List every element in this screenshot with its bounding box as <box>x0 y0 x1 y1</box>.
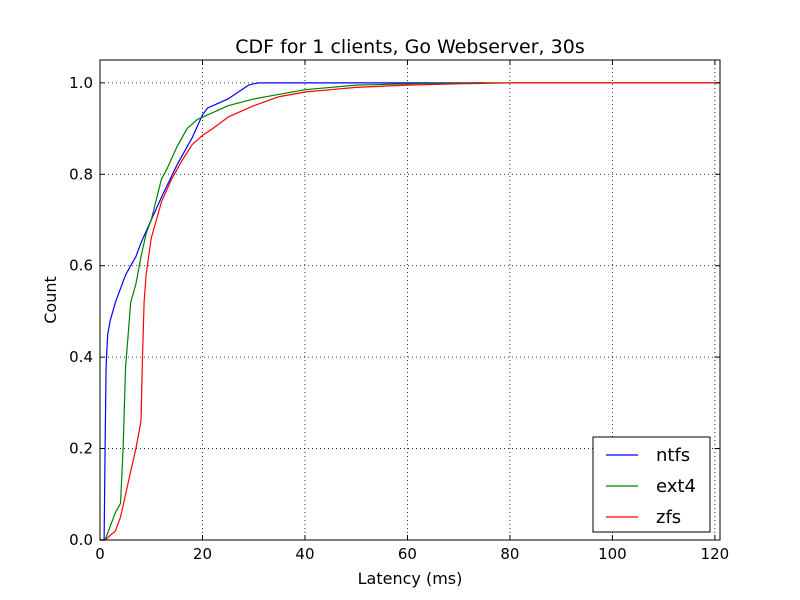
series-line-ntfs <box>100 82 485 541</box>
x-axis-label: Latency (ms) <box>358 569 463 588</box>
x-tick-label-3: 60 <box>398 545 417 563</box>
y-tick-label-3: 0.6 <box>69 257 93 275</box>
x-tick-label-2: 40 <box>295 545 314 563</box>
series-line-ext4 <box>100 82 720 541</box>
y-tick-label-5: 1.0 <box>69 74 93 92</box>
x-tick-label-6: 120 <box>701 545 730 563</box>
series-line-zfs <box>100 82 720 541</box>
legend-label-ext4: ext4 <box>656 476 696 497</box>
legend-label-ntfs: ntfs <box>656 445 690 466</box>
axis-ticks: 0 20 40 60 80 100 120 0.0 0.2 0.4 0.6 0.8 1.0 <box>69 60 729 563</box>
y-tick-label-2: 0.4 <box>69 348 93 366</box>
x-tick-label-0: 0 <box>95 545 105 563</box>
chart-title: CDF for 1 clients, Go Webserver, 30s <box>235 36 584 58</box>
y-tick-label-0: 0.0 <box>69 531 93 549</box>
series-layer <box>100 82 720 541</box>
x-tick-label-5: 100 <box>598 545 627 563</box>
x-tick-label-1: 20 <box>193 545 212 563</box>
y-axis-label: Count <box>41 276 60 324</box>
legend-label-zfs: zfs <box>656 507 681 528</box>
y-tick-label-1: 0.2 <box>69 440 93 458</box>
legend-frame <box>592 436 711 533</box>
y-tick-label-4: 0.8 <box>69 165 93 183</box>
plot-frame <box>99 59 721 541</box>
x-tick-label-4: 80 <box>500 545 519 563</box>
legend: ntfs ext4 zfs <box>592 436 711 533</box>
